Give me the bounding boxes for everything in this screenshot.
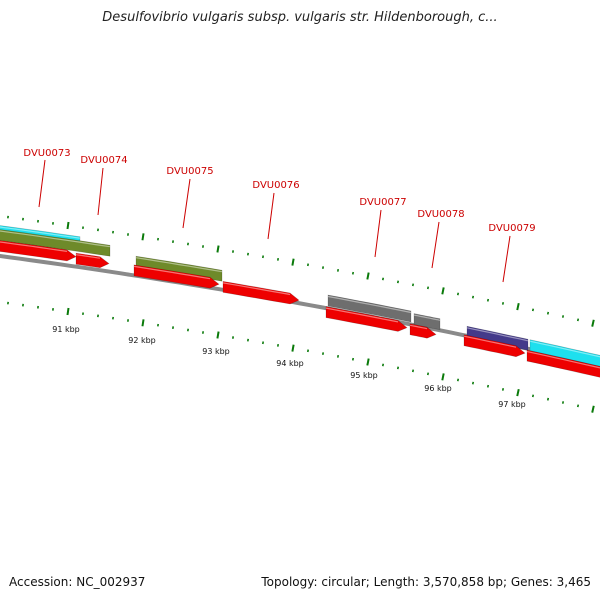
gene-label[interactable]: DVU0079 xyxy=(488,223,535,234)
feature-cyan-left-highlight xyxy=(0,226,81,239)
outer-ring-major-tick xyxy=(66,221,70,230)
cds-arrow-5 xyxy=(325,306,408,332)
feature-olive-1 xyxy=(0,229,111,257)
outer-ring-major-tick xyxy=(216,245,220,253)
outer-ring-major-tick xyxy=(516,302,520,311)
inner-ring-minor-tick xyxy=(456,378,460,382)
gene-leader-line xyxy=(38,159,46,208)
inner-ring-minor-tick xyxy=(531,394,535,398)
inner-ring-minor-tick xyxy=(576,404,580,408)
outer-ring-major-tick xyxy=(441,287,445,295)
feature-cyan-right-highlight xyxy=(529,340,600,358)
outer-ring-minor-tick xyxy=(486,298,490,302)
gene-label[interactable]: DVU0076 xyxy=(252,180,299,191)
gene-label[interactable]: DVU0078 xyxy=(417,209,464,220)
gene-leader-line xyxy=(97,167,104,216)
gene-label[interactable]: DVU0077 xyxy=(359,197,406,208)
cds-arrow-5-highlight xyxy=(325,307,399,323)
gene-label[interactable]: DVU0074 xyxy=(80,155,127,166)
feature-cyan-right xyxy=(529,339,600,367)
gene-label[interactable]: DVU0075 xyxy=(166,166,213,177)
outer-ring-minor-tick xyxy=(471,295,475,299)
cds-arrow-6-highlight xyxy=(409,324,428,330)
outer-ring-major-tick xyxy=(291,258,295,266)
cds-arrow-7-highlight xyxy=(463,335,517,348)
kbp-label: 93 kbp xyxy=(202,347,230,356)
kbp-label: 97 kbp xyxy=(498,400,526,409)
outer-ring-minor-tick xyxy=(531,308,535,312)
inner-ring-minor-tick xyxy=(546,397,550,401)
inner-ring-major-tick xyxy=(591,405,595,413)
inner-ring-major-tick xyxy=(291,344,295,352)
cds-arrow-1-highlight xyxy=(0,241,68,252)
gene-leader-line xyxy=(374,209,382,258)
inner-ring-major-tick xyxy=(516,388,520,397)
outer-ring-major-tick xyxy=(141,233,145,241)
inner-ring-minor-tick xyxy=(471,381,475,385)
cds-arrow-8 xyxy=(526,349,600,378)
inner-ring-major-tick xyxy=(216,331,220,339)
outer-ring-major-tick xyxy=(591,319,595,327)
cds-arrow-3 xyxy=(133,264,220,289)
inner-ring-minor-tick xyxy=(561,401,565,404)
accession-text: Accession: NC_002937 xyxy=(9,575,146,589)
inner-ring-major-tick xyxy=(441,373,445,381)
cds-arrow-2-highlight xyxy=(75,254,101,259)
cds-arrow-8-highlight xyxy=(526,351,600,369)
cds-arrow-4 xyxy=(222,281,300,305)
feature-gray-1 xyxy=(327,294,412,323)
cds-arrow-6 xyxy=(409,323,437,339)
outer-ring-minor-tick xyxy=(501,302,505,305)
inner-ring-major-tick xyxy=(66,307,70,316)
gene-leader-line xyxy=(182,178,191,229)
inner-ring-major-tick xyxy=(141,319,145,327)
cds-arrow-4-highlight xyxy=(222,282,291,296)
outer-ring-minor-tick xyxy=(456,292,460,296)
kbp-label: 96 kbp xyxy=(424,384,452,393)
kbp-label: 94 kbp xyxy=(276,359,304,368)
feature-olive-2-highlight xyxy=(135,257,223,273)
cds-arrow-7 xyxy=(463,334,526,358)
inner-ring-minor-tick xyxy=(501,388,505,391)
cds-arrow-1 xyxy=(0,240,77,262)
gene-leader-line xyxy=(431,221,440,269)
page-title: Desulfovibrio vulgaris subsp. vulgaris s… xyxy=(102,10,498,25)
kbp-label: 95 kbp xyxy=(350,371,378,380)
inner-ring-major-tick xyxy=(366,358,370,366)
gene-label[interactable]: DVU0073 xyxy=(23,148,70,159)
gene-leader-line xyxy=(502,235,511,283)
genome-summary-text: Topology: circular; Length: 3,570,858 bp… xyxy=(261,575,591,589)
kbp-label: 92 kbp xyxy=(128,336,156,345)
cds-arrow-3-highlight xyxy=(133,265,211,280)
outer-ring-major-tick xyxy=(366,272,370,280)
feature-olive-1-highlight xyxy=(0,230,111,248)
feature-indigo-highlight xyxy=(466,327,529,342)
outer-ring-minor-tick xyxy=(546,311,550,315)
gene-leader-line xyxy=(267,192,275,240)
cds-arrow-2 xyxy=(75,252,110,269)
feature-gray-1-highlight xyxy=(327,295,412,314)
feature-gray-2-highlight xyxy=(413,314,441,321)
inner-ring-minor-tick xyxy=(486,384,490,388)
outer-ring-minor-tick xyxy=(576,318,580,322)
kbp-label: 91 kbp xyxy=(52,325,80,334)
outer-ring-minor-tick xyxy=(561,315,565,318)
